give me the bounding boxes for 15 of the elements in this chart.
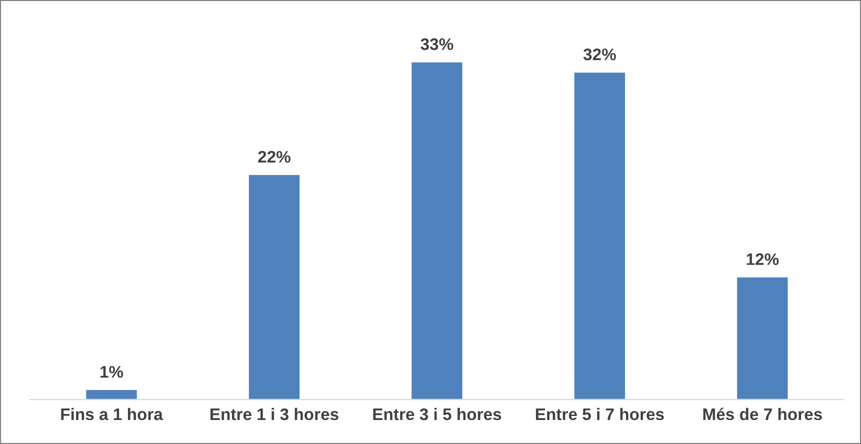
data-label: 1% xyxy=(100,366,124,378)
bar xyxy=(84,388,138,400)
bar xyxy=(736,276,790,400)
x-tick-label: Fins a 1 hora xyxy=(61,408,164,420)
data-label: 22% xyxy=(258,150,290,163)
bar xyxy=(572,71,626,400)
data-label: 33% xyxy=(420,38,454,50)
bar xyxy=(247,174,301,400)
data-label: 12% xyxy=(746,253,779,266)
x-tick-label: Entre 1 i 3 hores xyxy=(210,408,338,420)
data-label: 32% xyxy=(583,48,616,60)
x-tick-label: Entre 3 i 5 hores xyxy=(373,408,502,420)
bar xyxy=(410,60,464,400)
x-tick-label: Entre 5 i 7 hores xyxy=(536,408,664,420)
x-tick-label: Més de 7 hores xyxy=(703,408,822,420)
